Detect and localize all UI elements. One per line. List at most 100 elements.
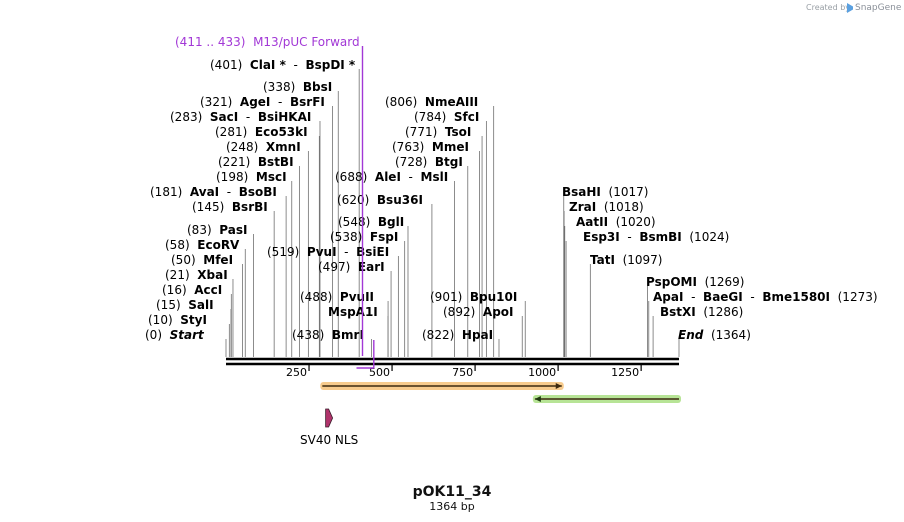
- site-label-part: (198): [216, 170, 256, 184]
- site-label-part: (401): [210, 58, 250, 72]
- site-label-part: (83): [187, 223, 219, 237]
- site-label: (892) ApoI: [443, 305, 514, 319]
- site-label: (181) AvaI - BsoBI: [150, 185, 277, 199]
- site-label-part: PspOMI: [646, 275, 697, 289]
- arrow-left-icon: [534, 396, 541, 402]
- site-label-part: PasI: [219, 223, 247, 237]
- site-label-part: Bme1580I: [762, 290, 830, 304]
- site-label: (901) Bpu10I: [430, 290, 517, 304]
- site-label-part: (321): [200, 95, 240, 109]
- site-label-part: (822): [422, 328, 462, 342]
- site-label-part: BstXI: [660, 305, 696, 319]
- site-label-part: -: [286, 58, 306, 72]
- primer-annotation: [356, 46, 375, 369]
- site-label: ZraI (1018): [569, 200, 644, 214]
- site-label-part: HpaI: [462, 328, 493, 342]
- features: SV40 NLS: [300, 382, 681, 447]
- site-label-part: (538): [330, 230, 370, 244]
- site-label: (822) HpaI: [422, 328, 493, 342]
- site-label-part: (1018): [596, 200, 644, 214]
- site-label-part: BaeGI: [703, 290, 743, 304]
- site-label-part: SalI: [188, 298, 213, 312]
- site-label-part: FspI: [370, 230, 398, 244]
- site-label-part: Start: [170, 328, 205, 342]
- site-label: (771) TsoI: [405, 125, 471, 139]
- site-label: (784) SfcI: [414, 110, 479, 124]
- site-label-part: BtgI: [435, 155, 463, 169]
- site-label: (728) BtgI: [395, 155, 463, 169]
- site-label-part: (338): [263, 80, 303, 94]
- site-label-part: BglI: [378, 215, 404, 229]
- site-label-part: MfeI: [203, 253, 233, 267]
- site-label-part: Bsu36I: [377, 193, 423, 207]
- snapgene-credit: Created by SnapGene: [806, 3, 902, 13]
- site-label-part: (1017): [601, 185, 649, 199]
- site-label-part: (50): [171, 253, 203, 267]
- site-label-part: BsiEI: [356, 245, 389, 259]
- site-label-part: BsaHI: [562, 185, 601, 199]
- site-label-part: StyI: [180, 313, 207, 327]
- site-label-part: (411 .. 433): [175, 35, 245, 49]
- site-label-part: AvaI: [190, 185, 219, 199]
- site-label-part: (21): [165, 268, 197, 282]
- site-label-part: (1364): [703, 328, 751, 342]
- site-label-part: -: [238, 110, 258, 124]
- site-label-part: (248): [226, 140, 266, 154]
- site-label-part: (488): [300, 290, 340, 304]
- site-label-part: Bpu10I: [470, 290, 517, 304]
- site-label: ApaI - BaeGI - Bme1580I (1273): [653, 290, 878, 304]
- site-label: (10) StyI: [148, 313, 207, 327]
- site-label: (248) XmnI: [226, 140, 301, 154]
- site-label-part: (763): [392, 140, 432, 154]
- site-label-part: TatI: [590, 253, 615, 267]
- site-label-part: (15): [156, 298, 188, 312]
- site-label-part: -: [270, 95, 290, 109]
- site-label-part: AatII: [576, 215, 608, 229]
- site-label-part: AgeI: [240, 95, 270, 109]
- site-label-part: BsrBI: [232, 200, 268, 214]
- ruler-tick-label: 750: [452, 366, 473, 379]
- site-label-part: -: [401, 170, 421, 184]
- site-label: Esp3I - BsmBI (1024): [583, 230, 729, 244]
- site-label-part: (1024): [682, 230, 730, 244]
- site-label: (0) Start: [145, 328, 205, 342]
- credit-prefix: Created by: [806, 3, 850, 12]
- site-label-part: BbsI: [303, 80, 332, 94]
- site-label-part: Eco53kI: [255, 125, 308, 139]
- site-leader-lines: [225, 69, 680, 357]
- site-label-part: (145): [192, 200, 232, 214]
- site-label-part: ApaI: [653, 290, 683, 304]
- site-label-part: -: [683, 290, 703, 304]
- plasmid-name: pOK11_34: [413, 484, 492, 500]
- site-label-part: (0): [145, 328, 170, 342]
- site-label-part: SfcI: [454, 110, 479, 124]
- ruler-tick-label: 250: [286, 366, 307, 379]
- site-label-part: (283): [170, 110, 210, 124]
- ruler-tick-label: 1250: [611, 366, 639, 379]
- site-label-part: BmrI: [332, 328, 364, 342]
- site-label: (538) FspI: [330, 230, 398, 244]
- site-label: (497) EarI: [318, 260, 385, 274]
- site-label: (221) BstBI: [218, 155, 294, 169]
- site-label-part: (892): [443, 305, 483, 319]
- site-label-part: (519): [267, 245, 307, 259]
- site-label-part: Esp3I: [583, 230, 620, 244]
- site-label-part: (728): [395, 155, 435, 169]
- site-label-part: MmeI: [432, 140, 469, 154]
- site-label-part: BspDI *: [305, 58, 355, 72]
- site-label: (198) MscI: [216, 170, 287, 184]
- site-label: (58) EcoRV: [165, 238, 240, 252]
- site-label-part: BsoBI: [239, 185, 277, 199]
- site-label-part: EarI: [358, 260, 385, 274]
- plasmid-length: 1364 bp: [429, 500, 474, 513]
- site-label-part: PvuI: [307, 245, 337, 259]
- site-label: (16) AccI: [162, 283, 222, 297]
- site-label-part: AleI: [375, 170, 401, 184]
- site-label-part: (548): [338, 215, 378, 229]
- site-label: (688) AleI - MslI: [335, 170, 448, 184]
- site-label: (21) XbaI: [165, 268, 228, 282]
- site-label-part: BsmBI: [639, 230, 681, 244]
- site-label: (763) MmeI: [392, 140, 469, 154]
- site-label: (620) Bsu36I: [337, 193, 423, 207]
- site-label-part: (221): [218, 155, 258, 169]
